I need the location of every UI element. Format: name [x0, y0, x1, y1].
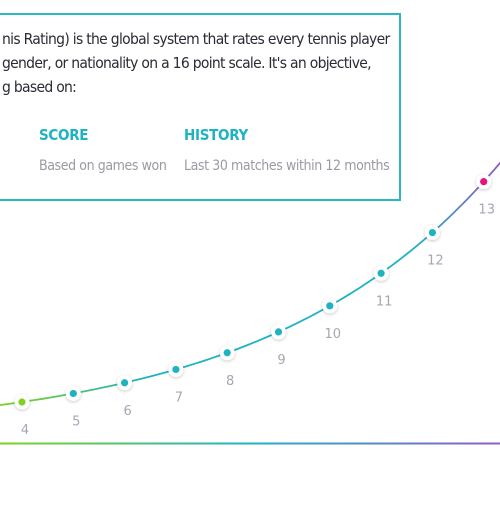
tick-label-5: 5 — [72, 414, 80, 429]
rating-point-4 — [14, 394, 30, 410]
intro-line-2: gender, or nationality on a 16 point sca… — [2, 54, 372, 72]
history-column: HISTORY Last 30 matches within 12 months — [184, 126, 390, 174]
score-column: SCORE Based on games won — [39, 126, 167, 174]
score-description: Based on games won — [39, 158, 167, 174]
score-title: SCORE — [39, 126, 89, 144]
rating-curve-line — [0, 161, 500, 407]
tick-label-11: 11 — [376, 294, 393, 309]
rating-point-12 — [424, 225, 440, 241]
tick-label-6: 6 — [123, 404, 131, 419]
rating-point-5 — [65, 385, 81, 401]
utr-info-box: nis Rating) is the global system that ra… — [0, 13, 401, 201]
intro-line-1: nis Rating) is the global system that ra… — [2, 30, 390, 48]
rating-tick-labels: 4 5 6 7 8 9 10 11 12 13 — [21, 203, 495, 438]
tick-label-9: 9 — [277, 353, 285, 368]
rating-point-7 — [168, 361, 184, 377]
tick-label-4: 4 — [21, 423, 29, 438]
rating-point-6 — [117, 375, 133, 391]
tick-label-12: 12 — [427, 254, 444, 269]
tick-label-8: 8 — [226, 374, 234, 389]
intro-line-3: g based on: — [2, 78, 77, 96]
tick-label-13: 13 — [478, 203, 495, 218]
rating-point-8 — [219, 345, 235, 361]
rating-point-13 — [476, 174, 492, 190]
rating-point-10 — [322, 298, 338, 314]
history-description: Last 30 matches within 12 months — [184, 158, 390, 174]
rating-point-9 — [271, 324, 286, 340]
history-title: HISTORY — [184, 126, 248, 144]
tick-label-7: 7 — [175, 390, 183, 405]
rating-points — [14, 174, 492, 410]
utr-description: nis Rating) is the global system that ra… — [2, 27, 397, 99]
rating-point-11 — [373, 265, 389, 281]
tick-label-10: 10 — [325, 327, 342, 342]
